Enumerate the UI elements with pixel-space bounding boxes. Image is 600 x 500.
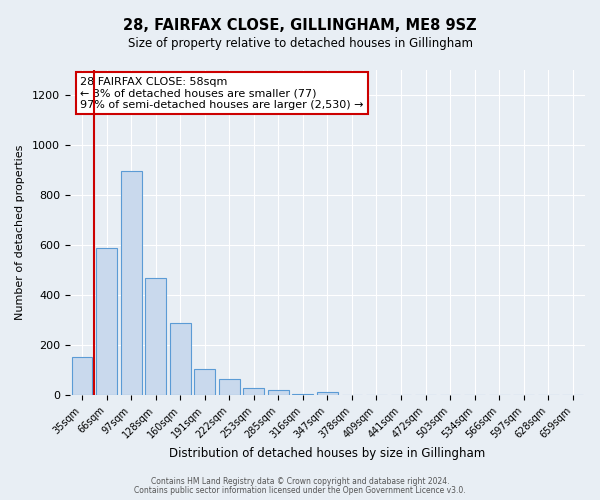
X-axis label: Distribution of detached houses by size in Gillingham: Distribution of detached houses by size … <box>169 447 485 460</box>
Bar <box>170 323 191 396</box>
Bar <box>145 278 166 396</box>
Bar <box>71 356 92 396</box>
Bar <box>96 248 117 396</box>
Text: Size of property relative to detached houses in Gillingham: Size of property relative to detached ho… <box>128 38 473 51</box>
Bar <box>317 392 338 396</box>
Text: Contains HM Land Registry data © Crown copyright and database right 2024.: Contains HM Land Registry data © Crown c… <box>151 477 449 486</box>
Bar <box>194 369 215 396</box>
Bar <box>219 379 239 396</box>
Text: Contains public sector information licensed under the Open Government Licence v3: Contains public sector information licen… <box>134 486 466 495</box>
Bar <box>292 394 313 396</box>
Text: 28 FAIRFAX CLOSE: 58sqm
← 3% of detached houses are smaller (77)
97% of semi-det: 28 FAIRFAX CLOSE: 58sqm ← 3% of detached… <box>80 76 364 110</box>
Y-axis label: Number of detached properties: Number of detached properties <box>15 145 25 320</box>
Bar <box>268 390 289 396</box>
Text: 28, FAIRFAX CLOSE, GILLINGHAM, ME8 9SZ: 28, FAIRFAX CLOSE, GILLINGHAM, ME8 9SZ <box>123 18 477 32</box>
Bar <box>244 388 264 396</box>
Bar <box>121 172 142 396</box>
